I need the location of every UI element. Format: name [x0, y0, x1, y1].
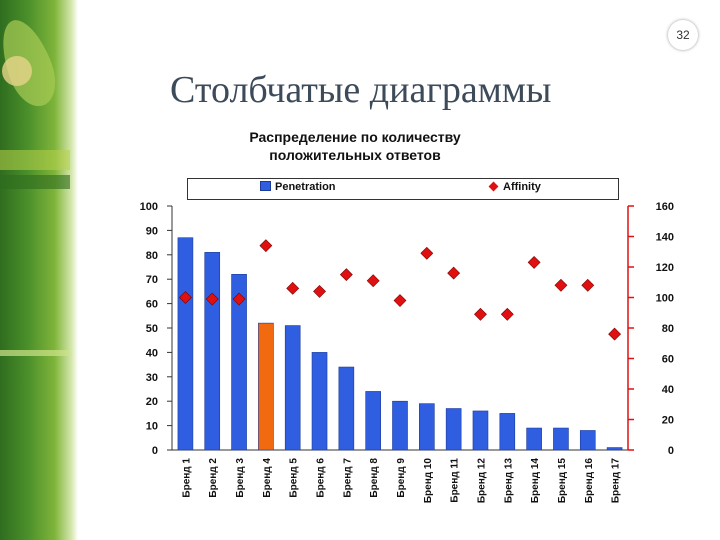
left-axis-tick-label: 50 — [146, 323, 158, 335]
bar-9 — [392, 400, 408, 451]
affinity-marker-15 — [554, 278, 568, 292]
legend-bar-swatch — [260, 181, 271, 191]
chart-title-line: Распределение по количеству — [249, 129, 461, 145]
x-tick-label: Бренд 5 — [289, 458, 300, 498]
affinity-marker-14 — [527, 256, 541, 269]
x-tick-label: Бренд 6 — [316, 458, 327, 498]
affinity-marker-16 — [581, 278, 595, 292]
left-axis-tick-label: 100 — [140, 201, 158, 213]
affinity-marker-12 — [474, 307, 487, 321]
decorative-side-band — [0, 0, 78, 540]
bar-16 — [579, 430, 596, 451]
right-axis-tick-label: 0 — [668, 445, 674, 457]
legend-item-affinity: Affinity — [488, 181, 541, 193]
bar-7 — [338, 366, 355, 451]
x-tick-label: Бренд 16 — [584, 458, 595, 504]
bar-8 — [365, 391, 381, 451]
bar-17 — [606, 447, 623, 451]
bar-14 — [526, 427, 542, 451]
x-tick-label: Бренд 17 — [611, 458, 622, 504]
right-axis-tick-label: 40 — [662, 384, 674, 396]
stripe-decoration — [0, 350, 70, 356]
bar-3 — [231, 274, 247, 451]
slide-title: Столбчатые диаграммы — [170, 69, 552, 111]
x-tick-label: Бренд 1 — [181, 458, 192, 498]
left-axis-tick-label: 70 — [146, 274, 158, 286]
bar-5 — [284, 325, 301, 451]
chart-legend: Penetration Affinity — [187, 178, 619, 200]
x-tick-label: Бренд 12 — [476, 458, 487, 504]
left-axis-tick-label: 60 — [146, 299, 158, 311]
x-tick-label: Бренд 10 — [423, 458, 434, 504]
left-axis-tick-label: 30 — [146, 372, 158, 384]
x-tick-label: Бренд 11 — [450, 458, 461, 503]
bar-2 — [204, 252, 221, 451]
legend-item-penetration: Penetration — [260, 181, 336, 193]
right-axis-tick-label: 60 — [662, 354, 674, 366]
left-axis-tick-label: 40 — [146, 347, 158, 359]
x-tick-label: Бренд 8 — [369, 458, 380, 498]
affinity-marker-3 — [232, 292, 246, 306]
legend-label: Penetration — [275, 181, 336, 193]
right-axis-tick-label: 120 — [656, 262, 674, 274]
affinity-marker-5 — [286, 281, 300, 295]
x-tick-label: Бренд 7 — [342, 458, 353, 498]
affinity-marker-9 — [393, 294, 407, 307]
left-axis-tick-label: 80 — [146, 250, 158, 262]
x-tick-label: Бренд 2 — [208, 458, 219, 498]
bar-12 — [472, 410, 489, 451]
affinity-marker-8 — [366, 274, 380, 288]
right-axis-tick-label: 140 — [656, 232, 674, 244]
left-axis-tick-label: 10 — [146, 421, 158, 433]
x-tick-label: Бренд 4 — [262, 458, 273, 498]
right-axis-tick-label: 100 — [656, 293, 674, 305]
x-tick-label: Бренд 3 — [235, 458, 246, 498]
page-number: 32 — [668, 20, 698, 50]
x-tick-label: Бренд 15 — [557, 458, 568, 504]
affinity-marker-10 — [420, 246, 434, 260]
affinity-marker-6 — [313, 284, 326, 298]
chart-title: Распределение по количеству положительны… — [190, 128, 520, 164]
affinity-marker-13 — [500, 307, 514, 321]
bar-6 — [311, 352, 328, 451]
right-axis-tick-label: 80 — [662, 323, 674, 335]
stripe-decoration — [0, 150, 70, 170]
affinity-marker-17 — [608, 327, 622, 341]
affinity-marker-7 — [339, 268, 353, 282]
x-tick-label: Бренд 13 — [503, 458, 514, 504]
affinity-marker-11 — [447, 266, 461, 280]
left-axis-tick-label: 90 — [146, 225, 158, 237]
left-axis-tick-label: 0 — [152, 445, 158, 457]
bar-11 — [445, 408, 462, 451]
bar-1 — [177, 237, 194, 451]
sun-decoration — [2, 56, 32, 86]
affinity-marker-1 — [178, 291, 192, 304]
x-tick-label: Бренд 14 — [530, 458, 541, 504]
left-axis-tick-label: 20 — [146, 396, 158, 408]
stripe-decoration — [0, 175, 70, 189]
right-axis-tick-label: 160 — [656, 201, 674, 213]
x-tick-label: Бренд 9 — [396, 458, 407, 498]
affinity-marker-4 — [259, 239, 273, 253]
affinity-marker-2 — [205, 292, 219, 306]
bar-4 — [258, 322, 274, 451]
bar-10 — [419, 403, 435, 451]
chart-title-line: положительных ответов — [269, 147, 441, 163]
bar-13 — [499, 413, 516, 451]
right-axis-tick-label: 20 — [662, 415, 674, 427]
bar-15 — [553, 427, 569, 451]
legend-label: Affinity — [503, 181, 541, 193]
